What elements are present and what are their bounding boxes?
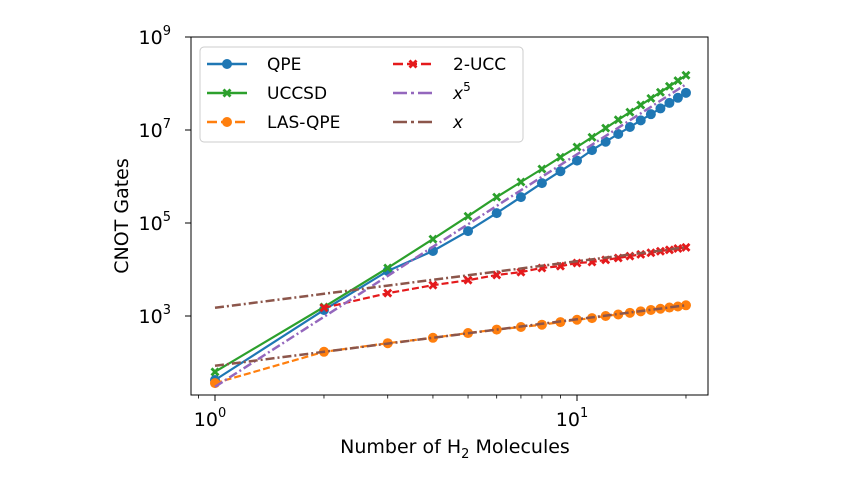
plot-frame — [190, 36, 709, 396]
data-point — [383, 263, 393, 273]
data-point — [681, 70, 691, 80]
data-point — [680, 300, 691, 311]
legend-label: LAS-QPE — [267, 113, 340, 133]
data-point — [383, 288, 393, 298]
series-line — [214, 246, 687, 310]
legend-marker — [222, 117, 232, 127]
data-point — [664, 97, 675, 108]
data-point — [463, 226, 474, 237]
data-point — [491, 208, 502, 219]
data-point — [555, 166, 566, 177]
legend-label: 2-UCC — [453, 55, 506, 75]
data-point — [613, 115, 623, 125]
legend-box — [199, 46, 524, 143]
legend-entry: QPE — [207, 55, 301, 75]
data-point — [624, 307, 635, 318]
data-point — [672, 92, 683, 103]
data-point — [625, 107, 635, 117]
data-point — [537, 164, 547, 174]
legend-label: UCCSD — [267, 84, 327, 104]
data-point — [646, 93, 656, 103]
series-layer — [210, 70, 691, 389]
data-point — [572, 142, 582, 152]
data-point — [624, 122, 635, 133]
data-point — [515, 192, 526, 203]
data-point — [635, 115, 646, 126]
data-point — [319, 303, 329, 313]
x-tick-label: 100 — [194, 406, 226, 431]
data-point — [655, 87, 665, 97]
y-tick-label: 105 — [139, 210, 171, 235]
legend-entry: LAS-QPE — [207, 113, 340, 133]
data-point — [645, 109, 656, 120]
legend-label: x5 — [452, 80, 471, 104]
data-point — [600, 136, 611, 147]
data-point — [636, 100, 646, 110]
data-point — [555, 152, 565, 162]
legend-label: QPE — [267, 55, 301, 75]
legend-entry: x5 — [393, 80, 471, 104]
data-point — [428, 280, 438, 290]
data-point — [492, 270, 502, 280]
y-tick-label: 109 — [139, 24, 171, 49]
data-point — [210, 367, 220, 377]
series-x-low — [214, 304, 687, 368]
data-point — [427, 332, 438, 343]
x-tick-label: 101 — [556, 406, 588, 431]
data-point — [681, 242, 691, 252]
data-point — [463, 275, 473, 285]
y-tick-label: 107 — [139, 117, 171, 142]
ticks-layer: 100 101 103 105 107 109 — [139, 24, 687, 431]
data-point — [492, 192, 502, 202]
series-uccsd — [210, 70, 691, 377]
data-point — [516, 177, 526, 187]
legend-marker — [408, 59, 418, 69]
legend-marker — [222, 88, 232, 98]
y-axis-label: CNOT Gates — [111, 158, 133, 273]
data-point — [428, 234, 438, 244]
data-point — [664, 302, 675, 313]
y-tick-label: 103 — [139, 303, 171, 328]
series-line — [214, 83, 687, 388]
data-point — [646, 248, 656, 258]
series-line — [214, 304, 687, 368]
legend-marker — [222, 59, 232, 69]
data-point — [463, 211, 473, 221]
data-point — [645, 304, 656, 315]
series-x-5 — [214, 83, 687, 388]
data-point — [613, 309, 624, 320]
data-point — [587, 132, 597, 142]
data-point — [680, 87, 691, 98]
data-point — [664, 81, 674, 91]
legend-entry: UCCSD — [207, 84, 327, 104]
legend: QPE UCCSD LAS-QPE 2-UCC x5 x — [199, 46, 524, 143]
data-point — [601, 123, 611, 133]
data-point — [572, 155, 582, 166]
data-point — [613, 129, 624, 140]
series-x — [214, 246, 687, 310]
data-point — [664, 245, 674, 255]
legend-entry: x — [393, 113, 464, 133]
legend-entry: 2-UCC — [393, 55, 506, 75]
legend-label: x — [452, 113, 464, 133]
x-axis-label: Number of H2 Molecules — [340, 436, 570, 462]
data-point — [655, 103, 666, 114]
data-point — [536, 178, 547, 189]
data-point — [673, 76, 683, 86]
